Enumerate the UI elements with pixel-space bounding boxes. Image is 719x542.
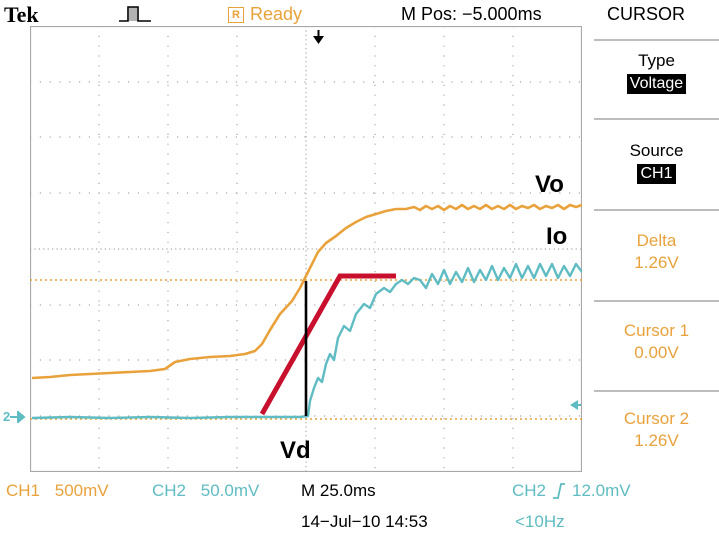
rising-edge-icon — [553, 483, 566, 499]
cursor1-label: Cursor 1 — [623, 321, 690, 340]
ch1-trace — [31, 203, 582, 380]
delta-label: Delta — [636, 231, 677, 250]
trigger-level: 12.0mV — [572, 481, 631, 500]
type-label: Type — [638, 51, 675, 70]
ch2-label: CH2 — [152, 481, 187, 500]
arrow-right-icon — [10, 410, 26, 423]
menu-separator — [594, 300, 719, 302]
ch2-scale-readout: CH2 50.0mV — [152, 481, 259, 501]
menu-separator — [594, 118, 719, 120]
annotation-vd-label: Vd — [280, 437, 311, 464]
cursor1-value: 0.00V — [634, 343, 679, 362]
ch2-marker-label: 2 — [3, 409, 11, 424]
source-label: Source — [629, 141, 684, 160]
menu-delta-readout: Delta 1.26V — [594, 230, 719, 274]
menu-type-button[interactable]: Type Voltage — [594, 50, 719, 94]
annotation-io-label: Io — [546, 223, 567, 250]
ch2-scale: 50.0mV — [200, 481, 260, 500]
waveform-display[interactable]: Vo Io Vd — [30, 26, 582, 472]
trigger-readout: CH2 12.0mV — [512, 481, 631, 501]
menu-title: CURSOR — [607, 4, 686, 24]
ch1-scale: 500mV — [54, 481, 109, 500]
ch2-ground-marker[interactable]: 2 — [3, 409, 28, 424]
menu-separator — [594, 39, 719, 41]
ch2-trace — [31, 262, 582, 420]
menu-source-button[interactable]: Source CH1 — [594, 140, 719, 184]
source-value: CH1 — [637, 164, 676, 184]
ready-state-icon: R — [228, 6, 244, 23]
menu-separator — [594, 209, 719, 211]
annotation-ramp-line — [259, 273, 396, 416]
date-time-readout: 14−Jul−10 14:53 — [301, 512, 428, 531]
brand-logo: Tek — [4, 2, 39, 27]
menu-separator — [594, 390, 719, 392]
horizontal-position-readout: M Pos: −5.000ms — [401, 4, 542, 24]
delta-value: 1.26V — [634, 253, 679, 272]
cursor2-label: Cursor 2 — [623, 409, 690, 428]
trigger-pulse-icon — [119, 6, 151, 22]
menu-cursor2-button[interactable]: Cursor 2 1.26V — [594, 408, 719, 452]
ch1-label: CH1 — [6, 481, 41, 500]
ch1-scale-readout: CH1 500mV — [6, 481, 109, 501]
annotation-vo-label: Vo — [535, 171, 564, 198]
trigger-position-marker — [313, 36, 324, 44]
cursor2-value: 1.26V — [634, 431, 679, 450]
acquisition-status: R Ready — [228, 4, 302, 25]
trigger-source: CH2 — [512, 481, 547, 500]
type-value: Voltage — [626, 74, 687, 94]
status-text: Ready — [250, 4, 303, 24]
timebase-readout: M 25.0ms — [301, 481, 376, 500]
trigger-frequency-readout: <10Hz — [515, 512, 565, 531]
menu-cursor1-button[interactable]: Cursor 1 0.00V — [594, 320, 719, 364]
